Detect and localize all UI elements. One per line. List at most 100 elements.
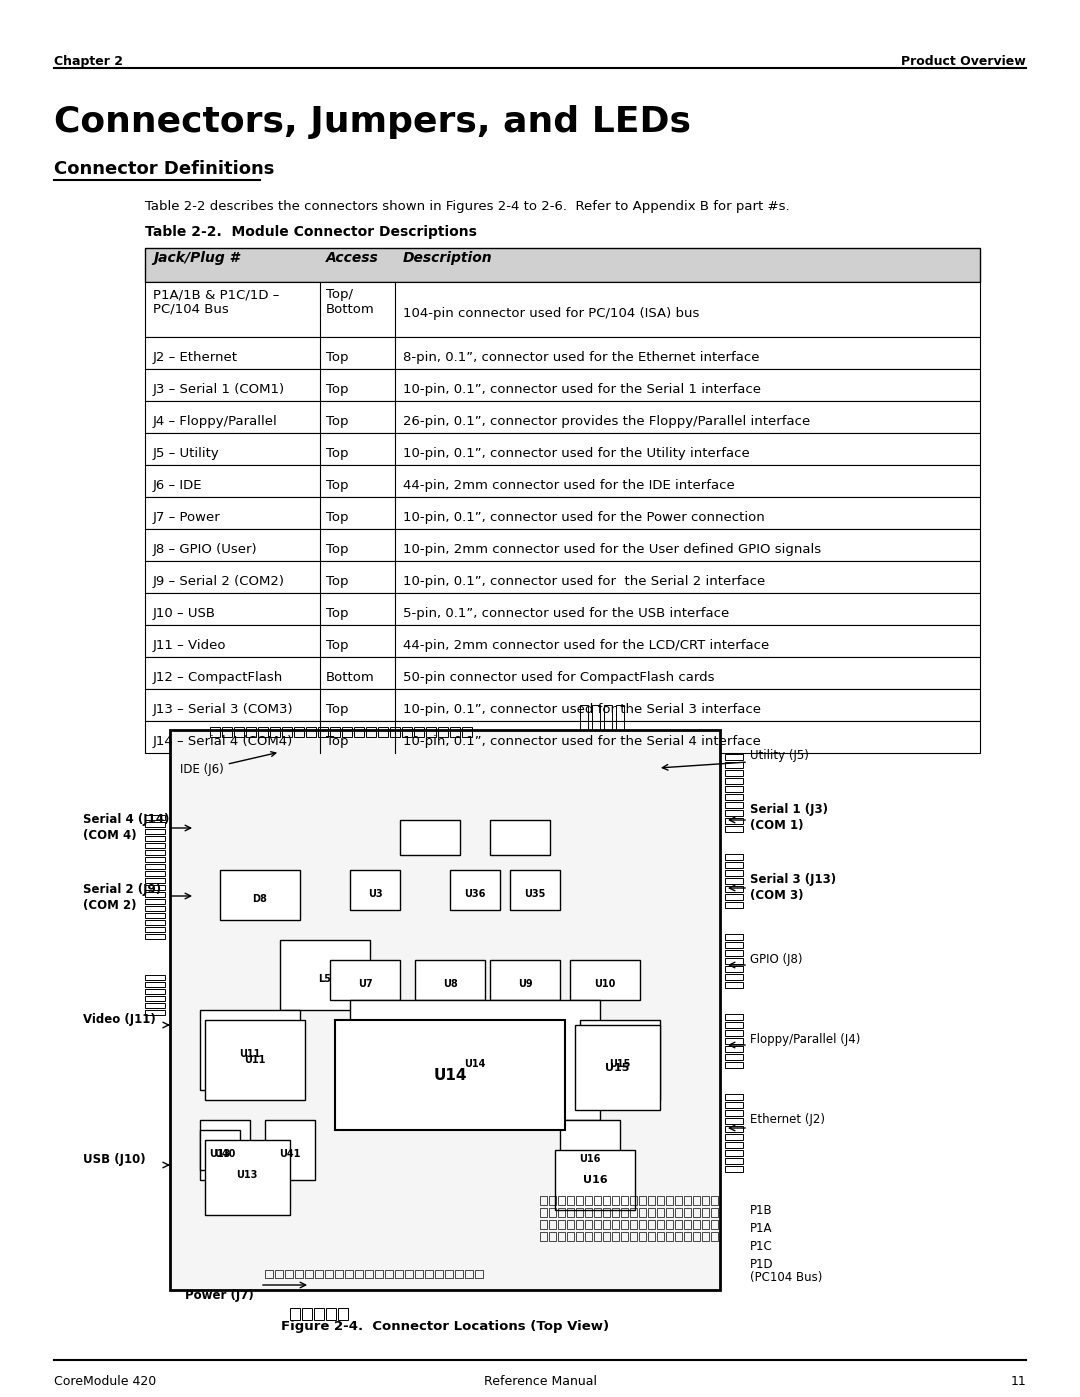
Bar bbox=[639, 1232, 646, 1241]
Bar bbox=[725, 974, 743, 981]
Bar bbox=[378, 726, 388, 738]
Text: U13: U13 bbox=[210, 1148, 231, 1160]
Bar bbox=[338, 1308, 348, 1320]
Bar bbox=[145, 1010, 165, 1016]
Bar bbox=[657, 1232, 664, 1241]
Bar bbox=[648, 1196, 654, 1206]
Bar bbox=[145, 465, 980, 497]
Bar bbox=[258, 726, 268, 738]
Text: P1B: P1B bbox=[750, 1203, 772, 1217]
Bar bbox=[265, 1120, 315, 1180]
Bar bbox=[415, 1270, 423, 1278]
Bar bbox=[580, 1020, 660, 1099]
Bar bbox=[205, 1020, 305, 1099]
Bar bbox=[675, 1208, 681, 1217]
Bar bbox=[630, 1196, 637, 1206]
Text: 10-pin, 2mm connector used for the User defined GPIO signals: 10-pin, 2mm connector used for the User … bbox=[403, 543, 821, 556]
Bar bbox=[335, 1020, 565, 1130]
Text: (COM 4): (COM 4) bbox=[83, 830, 137, 842]
Bar bbox=[585, 1196, 592, 1206]
Bar bbox=[366, 726, 376, 738]
Bar bbox=[594, 1208, 600, 1217]
Bar bbox=[594, 1196, 600, 1206]
Text: J3 – Serial 1 (COM1): J3 – Serial 1 (COM1) bbox=[153, 383, 285, 395]
Bar bbox=[725, 1038, 743, 1044]
Bar bbox=[438, 726, 448, 738]
Bar bbox=[558, 1208, 565, 1217]
Bar bbox=[725, 802, 743, 807]
Text: U16: U16 bbox=[583, 1175, 607, 1185]
Text: J6 – IDE: J6 – IDE bbox=[153, 479, 203, 492]
Bar bbox=[725, 761, 743, 768]
Bar bbox=[725, 950, 743, 956]
Text: U36: U36 bbox=[464, 888, 486, 900]
Text: P1D: P1D bbox=[750, 1257, 773, 1270]
Text: Top: Top bbox=[326, 511, 349, 524]
Bar bbox=[725, 1030, 743, 1037]
Bar bbox=[342, 726, 352, 738]
Text: Bottom: Bottom bbox=[326, 303, 375, 316]
Bar bbox=[725, 810, 743, 816]
Bar bbox=[145, 996, 165, 1002]
Bar bbox=[585, 1232, 592, 1241]
Bar bbox=[585, 1220, 592, 1229]
Text: Serial 1 (J3): Serial 1 (J3) bbox=[750, 803, 828, 816]
Text: J14 – Serial 4 (COM4): J14 – Serial 4 (COM4) bbox=[153, 735, 294, 747]
Bar bbox=[675, 1220, 681, 1229]
Bar bbox=[725, 942, 743, 949]
Bar bbox=[567, 1196, 573, 1206]
Text: U14: U14 bbox=[433, 1067, 467, 1083]
Bar bbox=[549, 1220, 556, 1229]
Text: J13 – Serial 3 (COM3): J13 – Serial 3 (COM3) bbox=[153, 703, 294, 717]
Bar bbox=[576, 1232, 583, 1241]
Bar bbox=[450, 870, 500, 909]
Bar bbox=[666, 1220, 673, 1229]
Text: L5: L5 bbox=[319, 974, 332, 983]
Bar bbox=[725, 1023, 743, 1028]
Bar bbox=[265, 1270, 273, 1278]
Bar bbox=[616, 705, 624, 731]
Bar bbox=[200, 1010, 300, 1090]
Bar bbox=[294, 726, 303, 738]
Text: Jack/Plug #: Jack/Plug # bbox=[153, 251, 240, 265]
Bar bbox=[725, 1046, 743, 1052]
Bar bbox=[145, 721, 980, 753]
Bar bbox=[350, 870, 400, 909]
Text: GPIO (J8): GPIO (J8) bbox=[750, 954, 802, 967]
Bar bbox=[693, 1232, 700, 1241]
Bar bbox=[462, 726, 472, 738]
Bar bbox=[170, 731, 720, 1289]
Bar bbox=[725, 1158, 743, 1164]
Bar bbox=[725, 886, 743, 893]
Bar bbox=[145, 592, 980, 624]
Bar bbox=[295, 1270, 303, 1278]
Bar bbox=[270, 726, 280, 738]
Text: (COM 2): (COM 2) bbox=[83, 900, 136, 912]
Text: Top/: Top/ bbox=[326, 288, 353, 300]
Bar bbox=[395, 1270, 403, 1278]
Text: U11: U11 bbox=[240, 1049, 260, 1059]
Bar bbox=[630, 1208, 637, 1217]
Text: Chapter 2: Chapter 2 bbox=[54, 54, 123, 68]
Bar bbox=[725, 854, 743, 861]
Bar bbox=[415, 960, 485, 1000]
Bar bbox=[145, 877, 165, 883]
Text: Description: Description bbox=[403, 251, 492, 265]
Text: U3: U3 bbox=[367, 888, 382, 900]
Bar bbox=[725, 862, 743, 868]
Bar bbox=[725, 754, 743, 760]
Text: Top: Top bbox=[326, 735, 349, 747]
Bar bbox=[205, 1140, 291, 1215]
Bar bbox=[145, 921, 165, 925]
Bar bbox=[693, 1220, 700, 1229]
Bar bbox=[725, 1141, 743, 1148]
Text: J4 – Floppy/Parallel: J4 – Floppy/Parallel bbox=[153, 415, 278, 427]
Bar bbox=[145, 433, 980, 465]
Bar bbox=[725, 793, 743, 800]
Bar bbox=[145, 900, 165, 904]
Bar bbox=[576, 1208, 583, 1217]
Bar bbox=[575, 1025, 660, 1111]
Bar bbox=[693, 1196, 700, 1206]
Bar bbox=[592, 705, 600, 731]
Bar bbox=[630, 1220, 637, 1229]
